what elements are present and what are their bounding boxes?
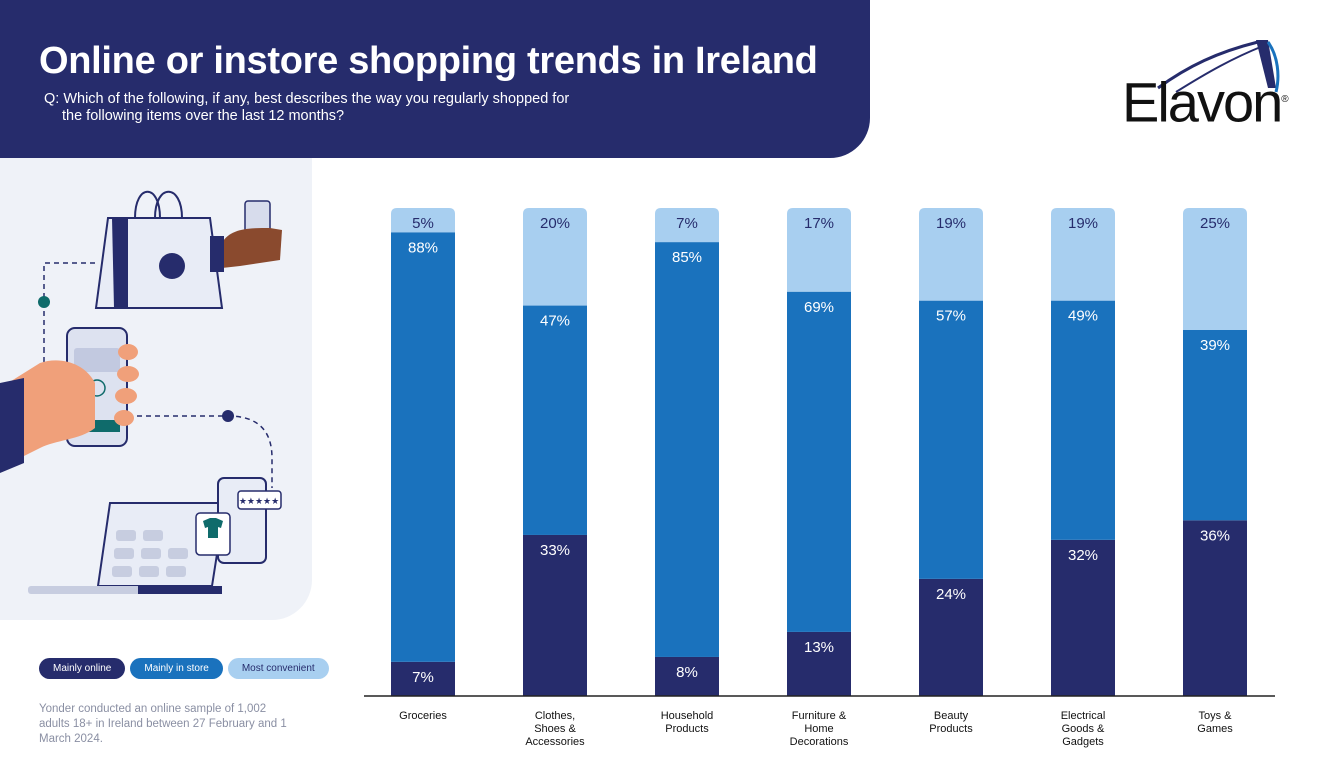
bar-group: 24% 57% 19% <box>919 208 983 696</box>
page-title: Online or instore shopping trends in Ire… <box>39 40 818 82</box>
data-label: 25% <box>1200 215 1230 232</box>
bar-segment <box>655 656 719 696</box>
category-label-line: Games <box>1197 723 1233 735</box>
svg-text:★★★★★: ★★★★★ <box>239 497 279 507</box>
category-label: Clothes, Shoes & Accessories <box>525 710 585 748</box>
category-label: Beauty Products <box>929 710 973 735</box>
bar-group: 33% 47% 20% <box>523 208 587 696</box>
category-label-line: Products <box>665 723 709 735</box>
bar-segment <box>523 208 587 306</box>
bar-segment <box>787 631 851 696</box>
bar-group: 13% 69% 17% <box>787 208 851 696</box>
data-label: 47% <box>540 313 570 330</box>
category-label-line: Furniture & <box>792 710 847 722</box>
bar-segment <box>523 305 587 535</box>
category-label-line: Home <box>804 723 833 735</box>
category-label-line: Accessories <box>525 736 585 748</box>
category-label: Electrical Goods & Gadgets <box>1061 710 1106 748</box>
bar-segment <box>919 578 983 696</box>
category-label-line: Electrical <box>1061 710 1106 722</box>
data-label: 17% <box>804 215 834 232</box>
bar-group: 8% 85% 7% <box>655 208 719 696</box>
bar-segment <box>1183 520 1247 696</box>
category-label-line: Gadgets <box>1062 736 1104 748</box>
data-label: 5% <box>412 215 434 232</box>
elavon-logo: Elavon® <box>1118 36 1308 134</box>
bar-segment <box>787 291 851 632</box>
category-label: Groceries <box>399 710 447 722</box>
data-label: 69% <box>804 299 834 316</box>
data-label: 19% <box>1068 215 1098 232</box>
chart-legend: Mainly online Mainly in store Most conve… <box>39 658 329 679</box>
data-label: 57% <box>936 308 966 325</box>
category-label-line: Clothes, <box>535 710 575 722</box>
data-label: 7% <box>676 215 698 232</box>
bar-segment <box>655 242 719 657</box>
category-label-line: Beauty <box>934 710 969 722</box>
category-label: Furniture & Home Decorations <box>790 710 849 748</box>
category-label: Household Products <box>661 710 714 735</box>
shopping-illustration: ★★★★★ <box>0 190 282 594</box>
category-label-line: Groceries <box>399 710 447 722</box>
bar-segment <box>1183 208 1247 330</box>
category-label-line: Household <box>661 710 714 722</box>
shopping-bag-icon <box>94 190 224 309</box>
data-label: 33% <box>540 542 570 559</box>
data-label: 8% <box>676 664 698 681</box>
data-label: 13% <box>804 639 834 656</box>
bar-segment <box>391 232 455 662</box>
data-label: 85% <box>672 249 702 266</box>
data-label: 24% <box>936 586 966 603</box>
laptop-icon: ★★★★★ <box>28 477 282 594</box>
logo-text: Elavon® <box>1122 70 1289 134</box>
bar-segment <box>1051 300 1115 540</box>
bar-segment <box>919 300 983 579</box>
data-label: 36% <box>1200 527 1230 544</box>
source-note: Yonder conducted an online sample of 1,0… <box>39 703 287 745</box>
bar-segment <box>391 208 455 233</box>
bar-segment <box>391 661 455 696</box>
data-label: 39% <box>1200 337 1230 354</box>
bar-segment <box>787 208 851 292</box>
data-label: 20% <box>540 215 570 232</box>
bar-segment <box>1051 208 1115 301</box>
bar-group: 32% 49% 19% <box>1051 208 1115 696</box>
bar-group: 7% 88% 5% <box>391 208 455 696</box>
legend-mainly-in-store: Mainly in store <box>130 658 223 679</box>
bar-segment <box>1183 330 1247 521</box>
legend-mainly-online: Mainly online <box>39 658 126 679</box>
logo-swoosh-icon <box>1157 40 1280 93</box>
data-label: 88% <box>408 239 438 256</box>
survey-question-text: Q: Which of the following, if any, best … <box>44 91 570 124</box>
header-banner: Online or instore shopping trends in Ire… <box>0 0 870 158</box>
bar-segment <box>919 208 983 301</box>
category-label-line: Toys & <box>1198 710 1232 722</box>
hand-card-icon <box>210 200 282 272</box>
bar-segment <box>523 534 587 696</box>
category-label: Toys & Games <box>1197 710 1233 735</box>
survey-question: Q: Which of the following, if any, best … <box>44 91 572 125</box>
category-label-line: Shoes & <box>534 723 576 735</box>
bar-group: 36% 39% 25% <box>1183 208 1247 696</box>
legend-most-convenient: Most convenient <box>227 658 329 679</box>
category-label-line: Decorations <box>790 736 849 748</box>
phone-hand-icon <box>0 327 139 473</box>
data-label: 19% <box>936 215 966 232</box>
category-label-line: Products <box>929 723 973 735</box>
data-label: 49% <box>1068 308 1098 325</box>
data-label: 7% <box>412 669 434 686</box>
data-label: 32% <box>1068 547 1098 564</box>
bar-segment <box>1051 539 1115 696</box>
category-label-line: Goods & <box>1062 723 1105 735</box>
bar-segment <box>655 208 719 243</box>
